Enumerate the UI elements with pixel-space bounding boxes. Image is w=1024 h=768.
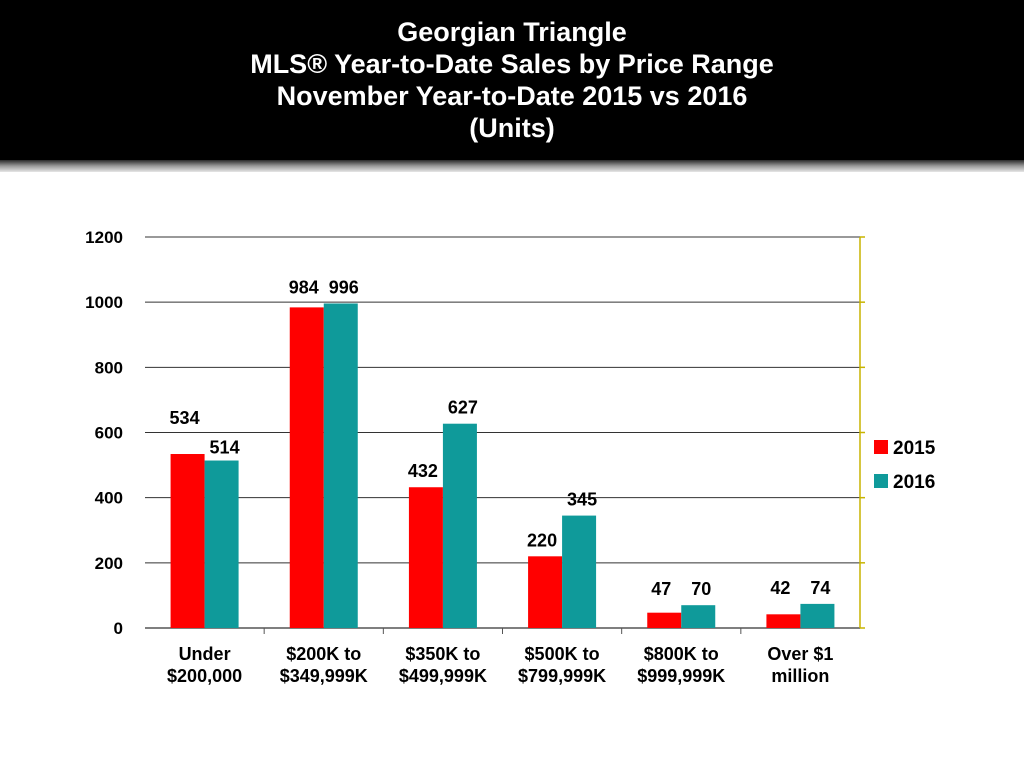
x-tick-label: $200K to — [286, 644, 361, 664]
x-tick-label: $500K to — [525, 644, 600, 664]
x-tick-label: $800K to — [644, 644, 719, 664]
data-label-2015: 984 — [289, 277, 319, 297]
bar-2016 — [204, 460, 239, 628]
data-label-2015: 47 — [651, 579, 671, 599]
x-tick-label: $999,999K — [637, 666, 725, 686]
x-tick-label: $499,999K — [399, 666, 487, 686]
data-label-2016: 345 — [567, 490, 597, 510]
title-line-2: MLS® Year-to-Date Sales by Price Range — [250, 49, 774, 79]
y-tick-label: 800 — [95, 358, 123, 377]
x-tick-label: $799,999K — [518, 666, 606, 686]
x-tick-label: Over $1 — [767, 644, 833, 664]
bar-2016 — [323, 303, 358, 628]
title-line-4: (Units) — [469, 113, 555, 143]
title-line-1: Georgian Triangle — [397, 17, 627, 47]
y-tick-label: 1000 — [85, 293, 123, 312]
legend-label-2016: 2016 — [893, 472, 935, 493]
x-tick-label: Under — [179, 644, 231, 664]
bar-2015 — [647, 612, 682, 628]
bar-2015 — [289, 307, 324, 628]
legend-label-2015: 2015 — [893, 438, 936, 459]
y-tick-label: 1200 — [85, 228, 123, 247]
bar-2016 — [562, 515, 597, 628]
data-label-2015: 534 — [170, 408, 200, 428]
y-tick-label: 0 — [114, 619, 123, 638]
y-tick-label: 400 — [95, 489, 123, 508]
data-label-2015: 432 — [408, 461, 438, 481]
x-tick-label: $350K to — [405, 644, 480, 664]
x-tick-label: million — [771, 666, 829, 686]
bar-2015 — [766, 614, 801, 628]
legend-swatch-2015 — [874, 440, 888, 454]
bar-2015 — [528, 556, 563, 628]
bar-2016 — [442, 423, 477, 628]
x-tick-label: $200,000 — [167, 666, 242, 686]
y-tick-label: 200 — [95, 554, 123, 573]
title-banner: Georgian Triangle MLS® Year-to-Date Sale… — [0, 0, 1024, 160]
bar-2016 — [681, 605, 716, 628]
y-tick-label: 600 — [95, 424, 123, 443]
data-label-2016: 70 — [691, 579, 711, 599]
legend-swatch-2016 — [874, 474, 888, 488]
data-label-2015: 220 — [527, 530, 557, 550]
bar-2015 — [170, 454, 205, 628]
bar-2015 — [408, 487, 443, 628]
data-label-2016: 996 — [329, 277, 359, 297]
data-label-2015: 42 — [770, 578, 790, 598]
data-label-2016: 74 — [810, 578, 830, 598]
bar-2016 — [800, 603, 835, 628]
data-label-2016: 627 — [448, 398, 478, 418]
title-line-3: November Year-to-Date 2015 vs 2016 — [276, 81, 748, 111]
x-tick-label: $349,999K — [280, 666, 368, 686]
data-label-2016: 514 — [210, 438, 240, 458]
header-divider — [0, 160, 1024, 172]
